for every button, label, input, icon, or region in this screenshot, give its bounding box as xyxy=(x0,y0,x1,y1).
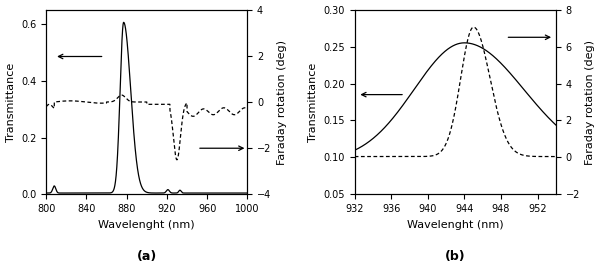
Y-axis label: Faraday rotation (deg): Faraday rotation (deg) xyxy=(585,40,596,165)
Y-axis label: Faraday rotation (deg): Faraday rotation (deg) xyxy=(277,40,287,165)
X-axis label: Wavelenght (nm): Wavelenght (nm) xyxy=(407,220,504,230)
Y-axis label: Transmittance: Transmittance xyxy=(308,62,318,142)
X-axis label: Wavelenght (nm): Wavelenght (nm) xyxy=(99,220,195,230)
Text: (a): (a) xyxy=(136,250,157,263)
Y-axis label: Transmittance: Transmittance xyxy=(5,62,16,142)
Text: (b): (b) xyxy=(445,250,466,263)
